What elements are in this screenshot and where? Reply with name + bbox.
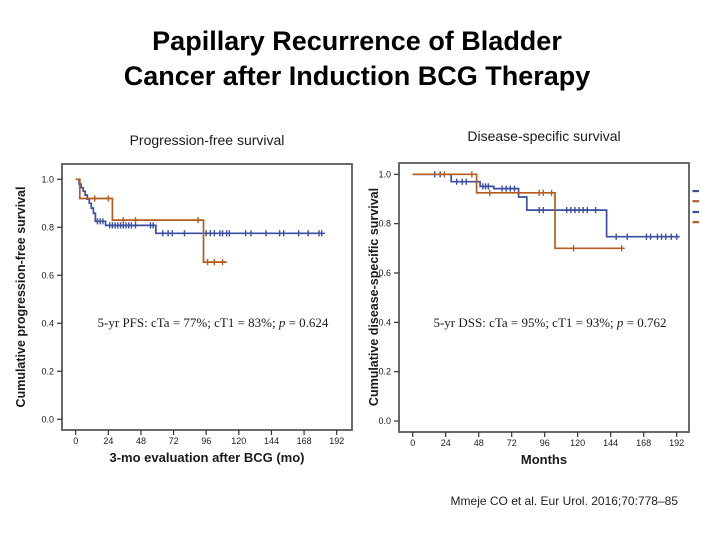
pfs-annotation-p: p [278,315,286,330]
dss-curve-cTa [412,173,680,238]
pfs-x-tick-label: 120 [231,436,246,446]
dss-annotation-p: p [616,315,624,330]
pfs-y-tick-label: 1.0 [41,174,54,184]
dss-y-tick-label: 0.6 [378,268,391,278]
pfs-y-axis-label: Cumulative progression-free survival [14,186,28,408]
slide-title-line2: Cancer after Induction BCG Therapy [123,61,591,91]
pfs-annotation-suffix: = 0.624 [285,315,329,330]
dss-curve-cT1 [412,173,622,250]
dss-y-tick-label: 0.2 [378,367,391,377]
pfs-x-tick-label: 168 [297,436,312,446]
pfs-curve-cT1 [75,178,227,263]
dss-x-axis-label: Months [520,452,568,467]
dss-y-axis-label: Cumulative disease-specific survival [367,187,381,407]
dss-x-tick-label: 168 [636,438,651,448]
pfs-x-tick-label: 48 [136,436,146,446]
pfs-y-tick-label: 0.8 [41,222,54,232]
dss-x-tick-label: 96 [540,438,550,448]
dss-x-tick-label: 0 [410,438,415,448]
dss-annotation: 5-yr DSS: cTa = 95%; cT1 = 93%; p = 0.76… [405,315,695,331]
dss-y-tick-label: 0.4 [378,317,391,327]
dss-y-tick-label: 1.0 [378,169,391,179]
slide-title-line1: Papillary Recurrence of Bladder [152,26,562,56]
pfs-chart-title: Progression-free survival [129,132,285,148]
citation: Mmeje CO et al. Eur Urol. 2016;70:778–85 [450,494,678,508]
pfs-x-tick-label: 192 [329,436,344,446]
dss-plot-frame [398,162,690,433]
pfs-y-tick-label: 0.6 [41,270,54,280]
pfs-x-tick-label: 144 [264,436,279,446]
pfs-x-tick-label: 72 [169,436,179,446]
dss-y-tick-label: 0.8 [378,219,391,229]
dss-x-tick-label: 120 [570,438,585,448]
dss-x-tick-label: 48 [474,438,484,448]
dss-annotation-suffix: = 0.762 [623,315,667,330]
pfs-annotation-prefix: 5-yr PFS: cTa = 77%; cT1 = 83%; [97,315,279,330]
dss-x-tick-label: 192 [669,438,684,448]
dss-chart-title: Disease-specific survival [467,128,621,144]
pfs-annotation: 5-yr PFS: cTa = 77%; cT1 = 83%; p = 0.62… [68,315,358,331]
pfs-x-axis-label: 3-mo evaluation after BCG (mo) [109,450,305,465]
slide-title: Papillary Recurrence of Bladder Cancer a… [0,24,714,94]
pfs-x-tick-label: 0 [73,436,78,446]
pfs-y-tick-label: 0.4 [41,318,54,328]
pfs-y-tick-label: 0.0 [41,414,54,424]
pfs-y-tick-label: 0.2 [41,366,54,376]
dss-x-tick-label: 144 [603,438,618,448]
dss-annotation-prefix: 5-yr DSS: cTa = 95%; cT1 = 93%; [433,315,617,330]
pfs-plot-frame [61,163,353,431]
pfs-x-tick-label: 96 [201,436,211,446]
dss-x-tick-label: 72 [507,438,517,448]
dss-x-tick-label: 24 [441,438,451,448]
dss-y-tick-label: 0.0 [378,416,391,426]
pfs-x-tick-label: 24 [103,436,113,446]
